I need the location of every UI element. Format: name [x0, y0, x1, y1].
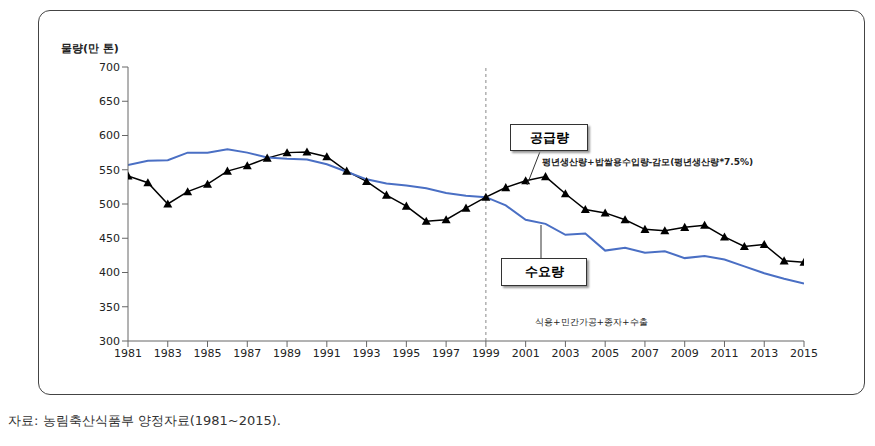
svg-text:2009: 2009 [671, 347, 699, 360]
svg-text:1985: 1985 [194, 347, 222, 360]
svg-text:2013: 2013 [750, 347, 778, 360]
svg-text:300: 300 [99, 335, 120, 348]
svg-text:1983: 1983 [154, 347, 182, 360]
svg-text:1997: 1997 [432, 347, 460, 360]
svg-text:500: 500 [99, 198, 120, 211]
svg-text:600: 600 [99, 129, 120, 142]
svg-text:550: 550 [99, 164, 120, 177]
svg-text:2001: 2001 [512, 347, 540, 360]
svg-text:1999: 1999 [472, 347, 500, 360]
svg-text:700: 700 [99, 61, 120, 74]
svg-text:1991: 1991 [313, 347, 341, 360]
html-text:식용+민간가공+종자+수출: 식용+민간가공+종자+수출 [535, 317, 648, 327]
svg-text:2003: 2003 [551, 347, 579, 360]
svg-text:2005: 2005 [591, 347, 619, 360]
html-text:평년생산량+밥쌀용수입량-감모(평년생산량*7.5%): 평년생산량+밥쌀용수입량-감모(평년생산량*7.5%) [542, 157, 754, 167]
svg-text:350: 350 [99, 301, 120, 314]
svg-text:2015: 2015 [790, 347, 818, 360]
svg-text:1981: 1981 [114, 347, 142, 360]
html-text:수요량: 수요량 [524, 264, 564, 279]
svg-text:2007: 2007 [631, 347, 659, 360]
svg-text:1995: 1995 [392, 347, 420, 360]
svg-text:650: 650 [99, 95, 120, 108]
svg-text:450: 450 [99, 232, 120, 245]
html-text:물량(만 톤): 물량(만 톤) [61, 42, 119, 55]
svg-text:1993: 1993 [353, 347, 381, 360]
svg-text:1989: 1989 [273, 347, 301, 360]
svg-text:1987: 1987 [233, 347, 261, 360]
svg-text:2011: 2011 [710, 347, 738, 360]
svg-text:400: 400 [99, 266, 120, 279]
html-text:자료: 농림축산식품부 양정자료(1981~2015).: 자료: 농림축산식품부 양정자료(1981~2015). [8, 413, 281, 428]
html-text:공급량: 공급량 [529, 129, 569, 145]
